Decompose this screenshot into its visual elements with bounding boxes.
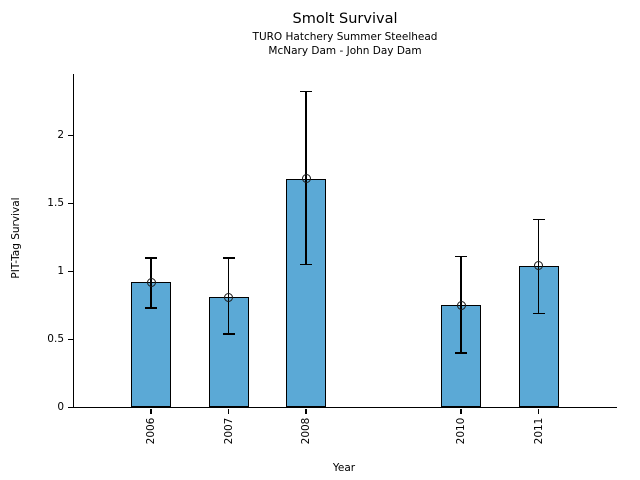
error-bar-cap-bottom-2011 [532,312,545,315]
point-marker-2007 [224,292,233,302]
x-axis-tick [150,408,152,414]
y-axis-tick [67,134,73,136]
x-axis-tick-label: 2011 [532,417,545,445]
chart-subtitle-line2: McNary Dam - John Day Dam [268,45,422,57]
error-bar-cap-top-2011 [532,218,545,221]
x-axis-tick [537,408,540,414]
x-axis-tick [305,408,307,414]
error-bar-cap-bottom-2008 [300,263,312,266]
point-marker-2008 [301,174,311,184]
bar-2006 [131,282,171,408]
point-marker-2006 [146,277,156,287]
y-axis-tick [67,270,73,272]
error-bar-cap-top-2008 [300,90,312,93]
error-bar-cap-top-2006 [145,256,157,259]
y-axis-tick-label: 0.5 [47,332,64,345]
chart-subtitle-line1: TURO Hatchery Summer Steelhead [252,31,438,43]
error-bar-cap-bottom-2010 [455,352,467,354]
point-marker-2010 [456,300,466,310]
chart-title: Smolt Survival [292,11,398,27]
x-axis-tick-label: 2008 [300,417,312,445]
error-bar-cap-bottom-2006 [145,307,157,309]
error-bar-cap-top-2010 [455,255,467,258]
x-axis-tick-label: 2007 [222,417,235,445]
y-axis-tick-label: 2 [57,128,64,141]
error-bar-cap-bottom-2007 [222,333,235,335]
x-axis-tick-label: 2006 [145,417,157,445]
x-axis-title: Year [332,462,356,474]
error-bar-cap-top-2007 [222,256,235,259]
y-axis-spine [72,74,74,408]
x-axis-spine [72,407,617,409]
y-axis-tick [67,406,73,409]
y-axis-tick-label: 0 [57,401,64,413]
x-axis-tick [227,408,230,414]
x-axis-tick-label: 2010 [455,417,467,445]
point-marker-2011 [534,261,543,271]
y-axis-tick [67,338,73,341]
x-axis-tick [460,408,462,414]
y-axis-tick [67,202,73,204]
y-axis-tick-label: 1 [57,264,64,277]
y-axis-tick-label: 1.5 [47,196,64,209]
